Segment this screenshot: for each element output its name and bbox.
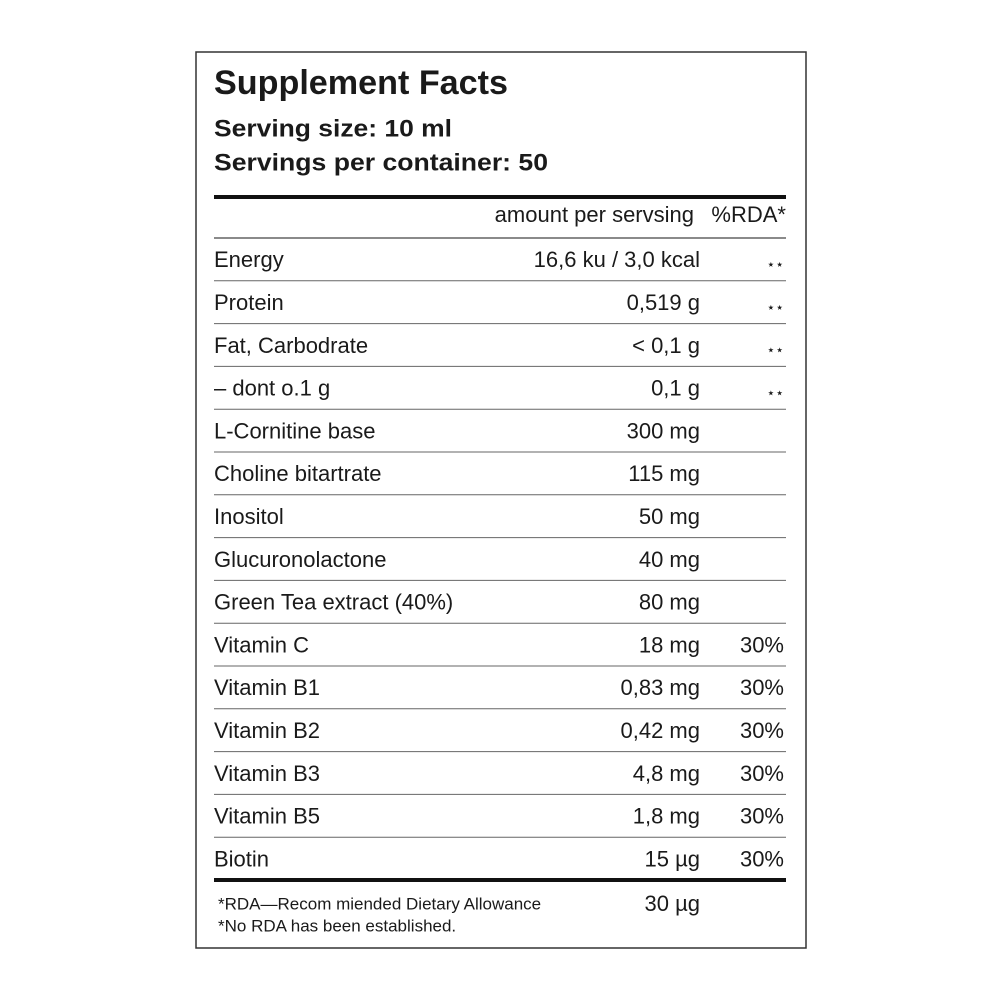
title: Supplement Facts <box>214 64 508 102</box>
row-amount: 115 mg <box>628 461 700 486</box>
row-rda: ⋆⋆ <box>766 256 784 272</box>
footnote: *RDA—Recom miended Dietary Allowance <box>218 894 541 913</box>
row-rda: ⋆⋆ <box>766 385 784 401</box>
row-name: Vitamin C <box>214 632 309 657</box>
row-name: Vitamin B1 <box>214 675 320 700</box>
row-rda: 30% <box>740 675 784 700</box>
row-rda: ⋆⋆ <box>766 342 784 358</box>
row-name: Glucuronolactone <box>214 547 386 572</box>
row-name: Biotin <box>214 846 269 871</box>
row-amount: 300 mg <box>627 418 700 443</box>
label-border <box>195 51 807 949</box>
column-header: amount per servsing <box>495 202 694 227</box>
row-amount: 40 mg <box>639 547 700 572</box>
column-header: %RDA* <box>711 202 786 227</box>
row-rda: 30% <box>740 761 784 786</box>
row-name: – dont o.1 g <box>214 376 330 401</box>
servings-per-container: Servings per container: 50 <box>214 149 548 176</box>
row-amount: 80 mg <box>639 590 700 615</box>
row-rda: 30% <box>740 632 784 657</box>
row-name: Energy <box>214 247 284 272</box>
footnote: *No RDA has been established. <box>218 916 456 935</box>
row-amount: 16,6 ku / 3,0 kcal <box>534 247 700 272</box>
row-amount: 15 µg <box>645 846 701 871</box>
footer-amount: 30 µg <box>645 891 701 916</box>
row-amount: 18 mg <box>639 632 700 657</box>
row-name: Green Tea extract (40%) <box>214 590 453 615</box>
row-name: Vitamin B5 <box>214 804 320 829</box>
row-name: Inositol <box>214 504 284 529</box>
serving-size: Serving size: 10 ml <box>214 115 452 142</box>
row-amount: < 0,1 g <box>632 333 700 358</box>
row-name: Choline bitartrate <box>214 461 382 486</box>
row-name: Fat, Carbodrate <box>214 333 368 358</box>
row-amount: 0,1 g <box>651 376 700 401</box>
row-rda: ⋆⋆ <box>766 299 784 315</box>
row-rda: 30% <box>740 718 784 743</box>
row-amount: 0,42 mg <box>621 718 701 743</box>
row-name: Vitamin B2 <box>214 718 320 743</box>
row-name: Vitamin B3 <box>214 761 320 786</box>
row-rda: 30% <box>740 846 784 871</box>
row-rda: 30% <box>740 804 784 829</box>
row-amount: 0,519 g <box>627 290 700 315</box>
row-name: L-Cornitine base <box>214 418 375 443</box>
row-amount: 50 mg <box>639 504 700 529</box>
row-amount: 4,8 mg <box>633 761 700 786</box>
row-name: Protein <box>214 290 284 315</box>
row-amount: 0,83 mg <box>621 675 701 700</box>
row-amount: 1,8 mg <box>633 804 700 829</box>
